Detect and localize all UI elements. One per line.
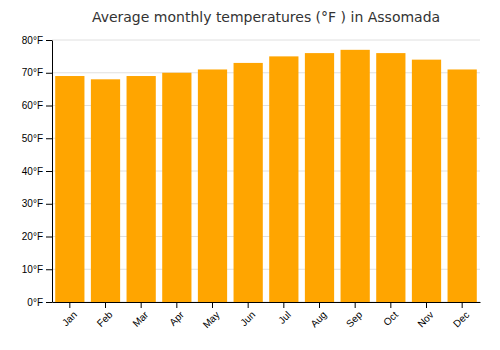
tick: Sep [344,302,365,329]
tick-mark [46,40,52,41]
tick-label: Nov [415,309,435,329]
tick: 70°F [22,67,52,78]
tick-label: May [201,309,222,330]
tick: Jan [60,302,79,328]
tick-mark [46,171,52,172]
tick-label: 70°F [22,67,43,78]
tick-label: 30°F [22,198,43,209]
tick-label: Dec [451,309,471,329]
grid [52,40,480,302]
tick: 40°F [22,166,52,177]
tick-label: 10°F [22,264,43,275]
tick: Aug [308,302,328,329]
bar [91,79,120,302]
y-axis: 0°F 10°F 20°F 30°F 40°F 50°F 60°F 70°F 80°F [22,35,53,308]
tick: Jun [238,302,257,328]
tick: 50°F [22,133,52,144]
tick: Dec [451,302,471,329]
chart: 0°F 10°F 20°F 30°F 40°F 50°F 60°F 70°F 80°F Jan Fe… [0,0,500,350]
tick: Jul [276,302,293,326]
tick: Mar [130,302,150,329]
axis-line [52,41,53,303]
tick-label: Apr [167,309,186,328]
bar [269,56,298,302]
tick-mark [212,302,213,308]
tick: Oct [381,302,400,328]
plot: 0°F 10°F 20°F 30°F 40°F 50°F 60°F 70°F 80°F Jan Fe… [22,35,481,331]
tick-mark [426,302,427,308]
bar [127,76,156,302]
tick: Feb [95,302,115,329]
bar [448,69,477,302]
title: Average monthly temperatures (°F ) in As… [92,9,440,25]
bar [412,60,441,302]
grid-line [52,40,480,41]
tick-label: Mar [130,309,150,329]
tick-mark [390,302,391,308]
tick: 20°F [22,231,52,242]
tick: 10°F [22,264,52,275]
tick-mark [283,302,284,308]
tick: 0°F [27,297,52,308]
tick-mark [69,302,70,308]
tick-label: Aug [308,309,328,329]
tick-label: Jul [276,309,293,326]
bar [376,53,405,302]
tick-label: 80°F [22,35,43,46]
tick-mark [176,302,177,308]
tick-mark [105,302,106,308]
tick-mark [141,302,142,308]
tick-mark [319,302,320,308]
tick-mark [46,269,52,270]
tick-label: Oct [381,309,400,328]
bar [55,76,84,302]
bars [55,50,477,302]
bar [305,53,334,302]
tick-mark [462,302,463,308]
bar [234,63,263,302]
tick-mark [46,204,52,205]
tick-mark [46,138,52,139]
bar [341,50,370,302]
tick-label: 60°F [22,100,43,111]
bar [162,73,191,302]
tick-label: 50°F [22,133,43,144]
tick-label: Sep [344,309,365,330]
tick: 30°F [22,198,52,209]
tick: May [201,302,222,330]
bar [198,69,227,302]
tick-mark [248,302,249,308]
tick-mark [46,73,52,74]
tick-mark [46,106,52,107]
tick: 60°F [22,100,52,111]
tick-label: 20°F [22,231,43,242]
tick-mark [46,302,52,303]
x-axis: Jan Feb Mar Apr May Jun Jul Aug Sep Oct Nov Dec [53,302,481,330]
tick: 80°F [22,35,52,46]
tick-label: Feb [95,309,115,329]
tick-label: Jun [238,309,257,328]
tick-label: 40°F [22,166,43,177]
tick: Apr [167,302,186,328]
tick: Nov [415,302,435,329]
tick-label: Jan [60,309,79,328]
tick-mark [46,237,52,238]
tick-mark [355,302,356,308]
tick-label: 0°F [27,297,43,308]
axis-line [53,302,481,303]
